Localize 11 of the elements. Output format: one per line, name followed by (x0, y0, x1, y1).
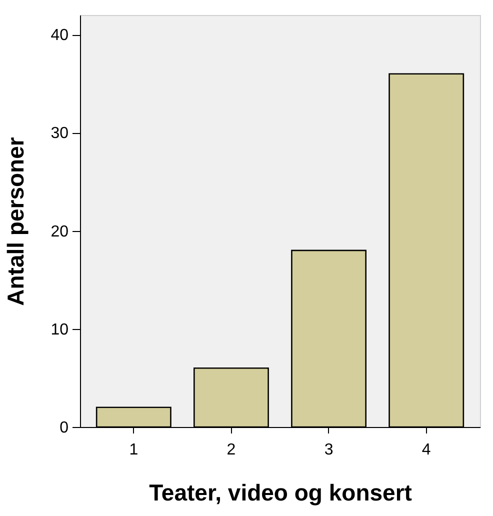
y-tick-label: 0 (60, 420, 69, 436)
x-tick-label: 3 (324, 442, 334, 458)
y-tick-label: 40 (50, 27, 69, 44)
y-axis-title: Antall personer (2, 137, 29, 306)
y-tick-label: 30 (50, 125, 69, 142)
y-tick-label: 20 (50, 223, 69, 240)
x-tick-label: 4 (422, 442, 431, 458)
x-axis-title: Teater, video og konsert (149, 480, 412, 506)
x-tick-label: 2 (226, 442, 236, 458)
y-tick-label: 10 (50, 321, 69, 338)
x-tick-label: 1 (129, 442, 138, 458)
